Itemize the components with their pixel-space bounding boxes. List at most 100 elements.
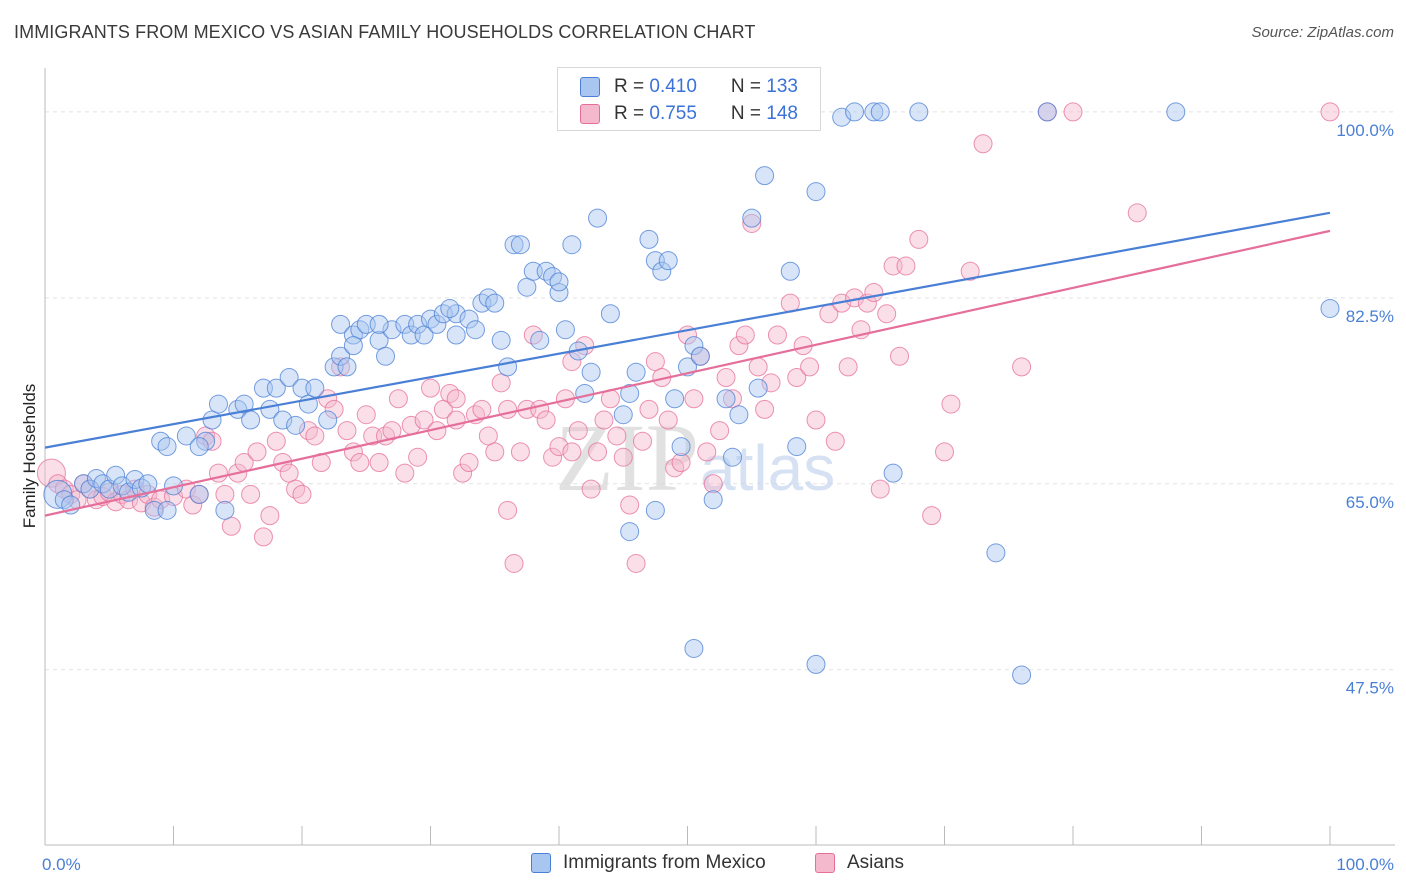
asians-point bbox=[549, 437, 569, 457]
mexico-point bbox=[549, 283, 569, 302]
mexico-point bbox=[446, 304, 466, 324]
asians-point bbox=[800, 357, 820, 377]
asians-point bbox=[472, 399, 492, 419]
mexico-point bbox=[176, 426, 196, 446]
mexico-point bbox=[74, 474, 94, 494]
mexico-point bbox=[555, 320, 575, 340]
mexico-point bbox=[517, 277, 537, 297]
mexico-point bbox=[671, 437, 691, 457]
asians-point bbox=[890, 346, 910, 366]
mexico-point bbox=[562, 235, 582, 255]
x-tick-label: 0.0% bbox=[42, 855, 81, 874]
asians-point bbox=[1012, 357, 1032, 377]
mexico-point bbox=[787, 437, 807, 457]
asians-point bbox=[414, 410, 434, 430]
asians-point bbox=[1127, 203, 1147, 223]
asians-point bbox=[523, 325, 543, 345]
asians-point bbox=[755, 399, 775, 419]
asians-point bbox=[292, 484, 312, 504]
asians-point bbox=[536, 410, 556, 430]
mexico-point bbox=[864, 102, 884, 122]
asians-point bbox=[568, 421, 588, 441]
mexico-point bbox=[620, 522, 640, 542]
asians-point bbox=[864, 283, 884, 302]
asians-point bbox=[485, 442, 505, 462]
asians-point bbox=[498, 500, 518, 520]
asians-point bbox=[337, 421, 357, 441]
mexico-point bbox=[382, 320, 402, 340]
asians-point bbox=[388, 389, 408, 409]
mexico-point bbox=[755, 166, 775, 186]
mexico-point bbox=[491, 330, 511, 350]
mexico-point bbox=[446, 325, 466, 345]
asians-point bbox=[286, 479, 306, 499]
asians-point bbox=[838, 357, 858, 377]
mexico-point bbox=[408, 314, 428, 334]
legend-r-label: R = bbox=[614, 103, 650, 124]
mexico-point bbox=[106, 465, 126, 485]
x-tick-labels: 0.0% 100.0% bbox=[42, 855, 1394, 874]
mexico-point bbox=[575, 383, 595, 403]
mexico-point bbox=[806, 182, 826, 202]
mexico-point bbox=[613, 405, 633, 425]
asians-point bbox=[459, 453, 479, 472]
legend-n-label: N = bbox=[730, 103, 767, 124]
mexico-point bbox=[1166, 102, 1186, 122]
mexico-point bbox=[883, 463, 903, 483]
mexico-point bbox=[343, 325, 363, 345]
legend-row-asians: R = 0.755 N = 148 bbox=[580, 101, 798, 127]
mexico-point bbox=[241, 410, 261, 430]
mexico-point bbox=[318, 410, 338, 430]
asians-point bbox=[562, 352, 582, 372]
asians-point bbox=[960, 261, 980, 281]
asians-point bbox=[305, 426, 325, 446]
asians-point bbox=[478, 426, 498, 446]
asians-point bbox=[350, 453, 370, 472]
correlation-legend: R = 0.410 N = 133 R = 0.755 N = 148 bbox=[557, 67, 821, 131]
mexico-point bbox=[909, 102, 929, 122]
asians-point bbox=[279, 463, 299, 483]
mexico-point bbox=[54, 490, 74, 510]
asians-point bbox=[1320, 102, 1340, 122]
mexico-point bbox=[748, 378, 768, 398]
legend-swatch-blue bbox=[580, 77, 600, 97]
asians-point bbox=[671, 453, 691, 472]
y-tick-label: 82.5% bbox=[1346, 307, 1394, 326]
asians-point bbox=[922, 506, 942, 526]
mexico-point bbox=[369, 314, 389, 334]
asians-point bbox=[825, 431, 845, 451]
mexico-point bbox=[478, 288, 498, 308]
asians-point bbox=[356, 405, 376, 425]
asians-point bbox=[260, 506, 280, 526]
y-tick-label: 100.0% bbox=[1336, 121, 1394, 140]
asians-point bbox=[298, 421, 318, 441]
mexico-point bbox=[536, 261, 556, 281]
asians-point bbox=[613, 447, 633, 467]
mexico-point bbox=[588, 208, 608, 228]
mexico-point bbox=[639, 229, 659, 249]
asians-point bbox=[331, 357, 351, 377]
asians-point bbox=[735, 325, 755, 345]
asians-point bbox=[408, 447, 428, 467]
asians-point bbox=[221, 516, 241, 536]
mexico-point bbox=[684, 336, 704, 356]
asians-point bbox=[504, 553, 524, 573]
asians-point bbox=[510, 442, 530, 462]
asians-point bbox=[491, 373, 511, 393]
mexico-point bbox=[86, 468, 106, 488]
series-mexico-points bbox=[43, 102, 1340, 685]
mexico-point bbox=[331, 346, 351, 366]
mexico-point bbox=[870, 102, 890, 122]
asians-point bbox=[935, 442, 954, 462]
asians-point bbox=[581, 479, 601, 499]
trend-line-mexico bbox=[44, 211, 1331, 449]
y-tick-label: 65.0% bbox=[1346, 493, 1394, 512]
mexico-point bbox=[266, 378, 286, 398]
mexico-point bbox=[151, 431, 171, 451]
series-legend: Immigrants from Mexico Asians bbox=[0, 852, 1406, 878]
asians-point bbox=[241, 484, 261, 504]
mexico-point bbox=[665, 389, 685, 409]
mexico-point bbox=[1320, 298, 1340, 318]
watermark-atlas: atlas bbox=[700, 432, 835, 504]
asians-point bbox=[266, 431, 286, 451]
